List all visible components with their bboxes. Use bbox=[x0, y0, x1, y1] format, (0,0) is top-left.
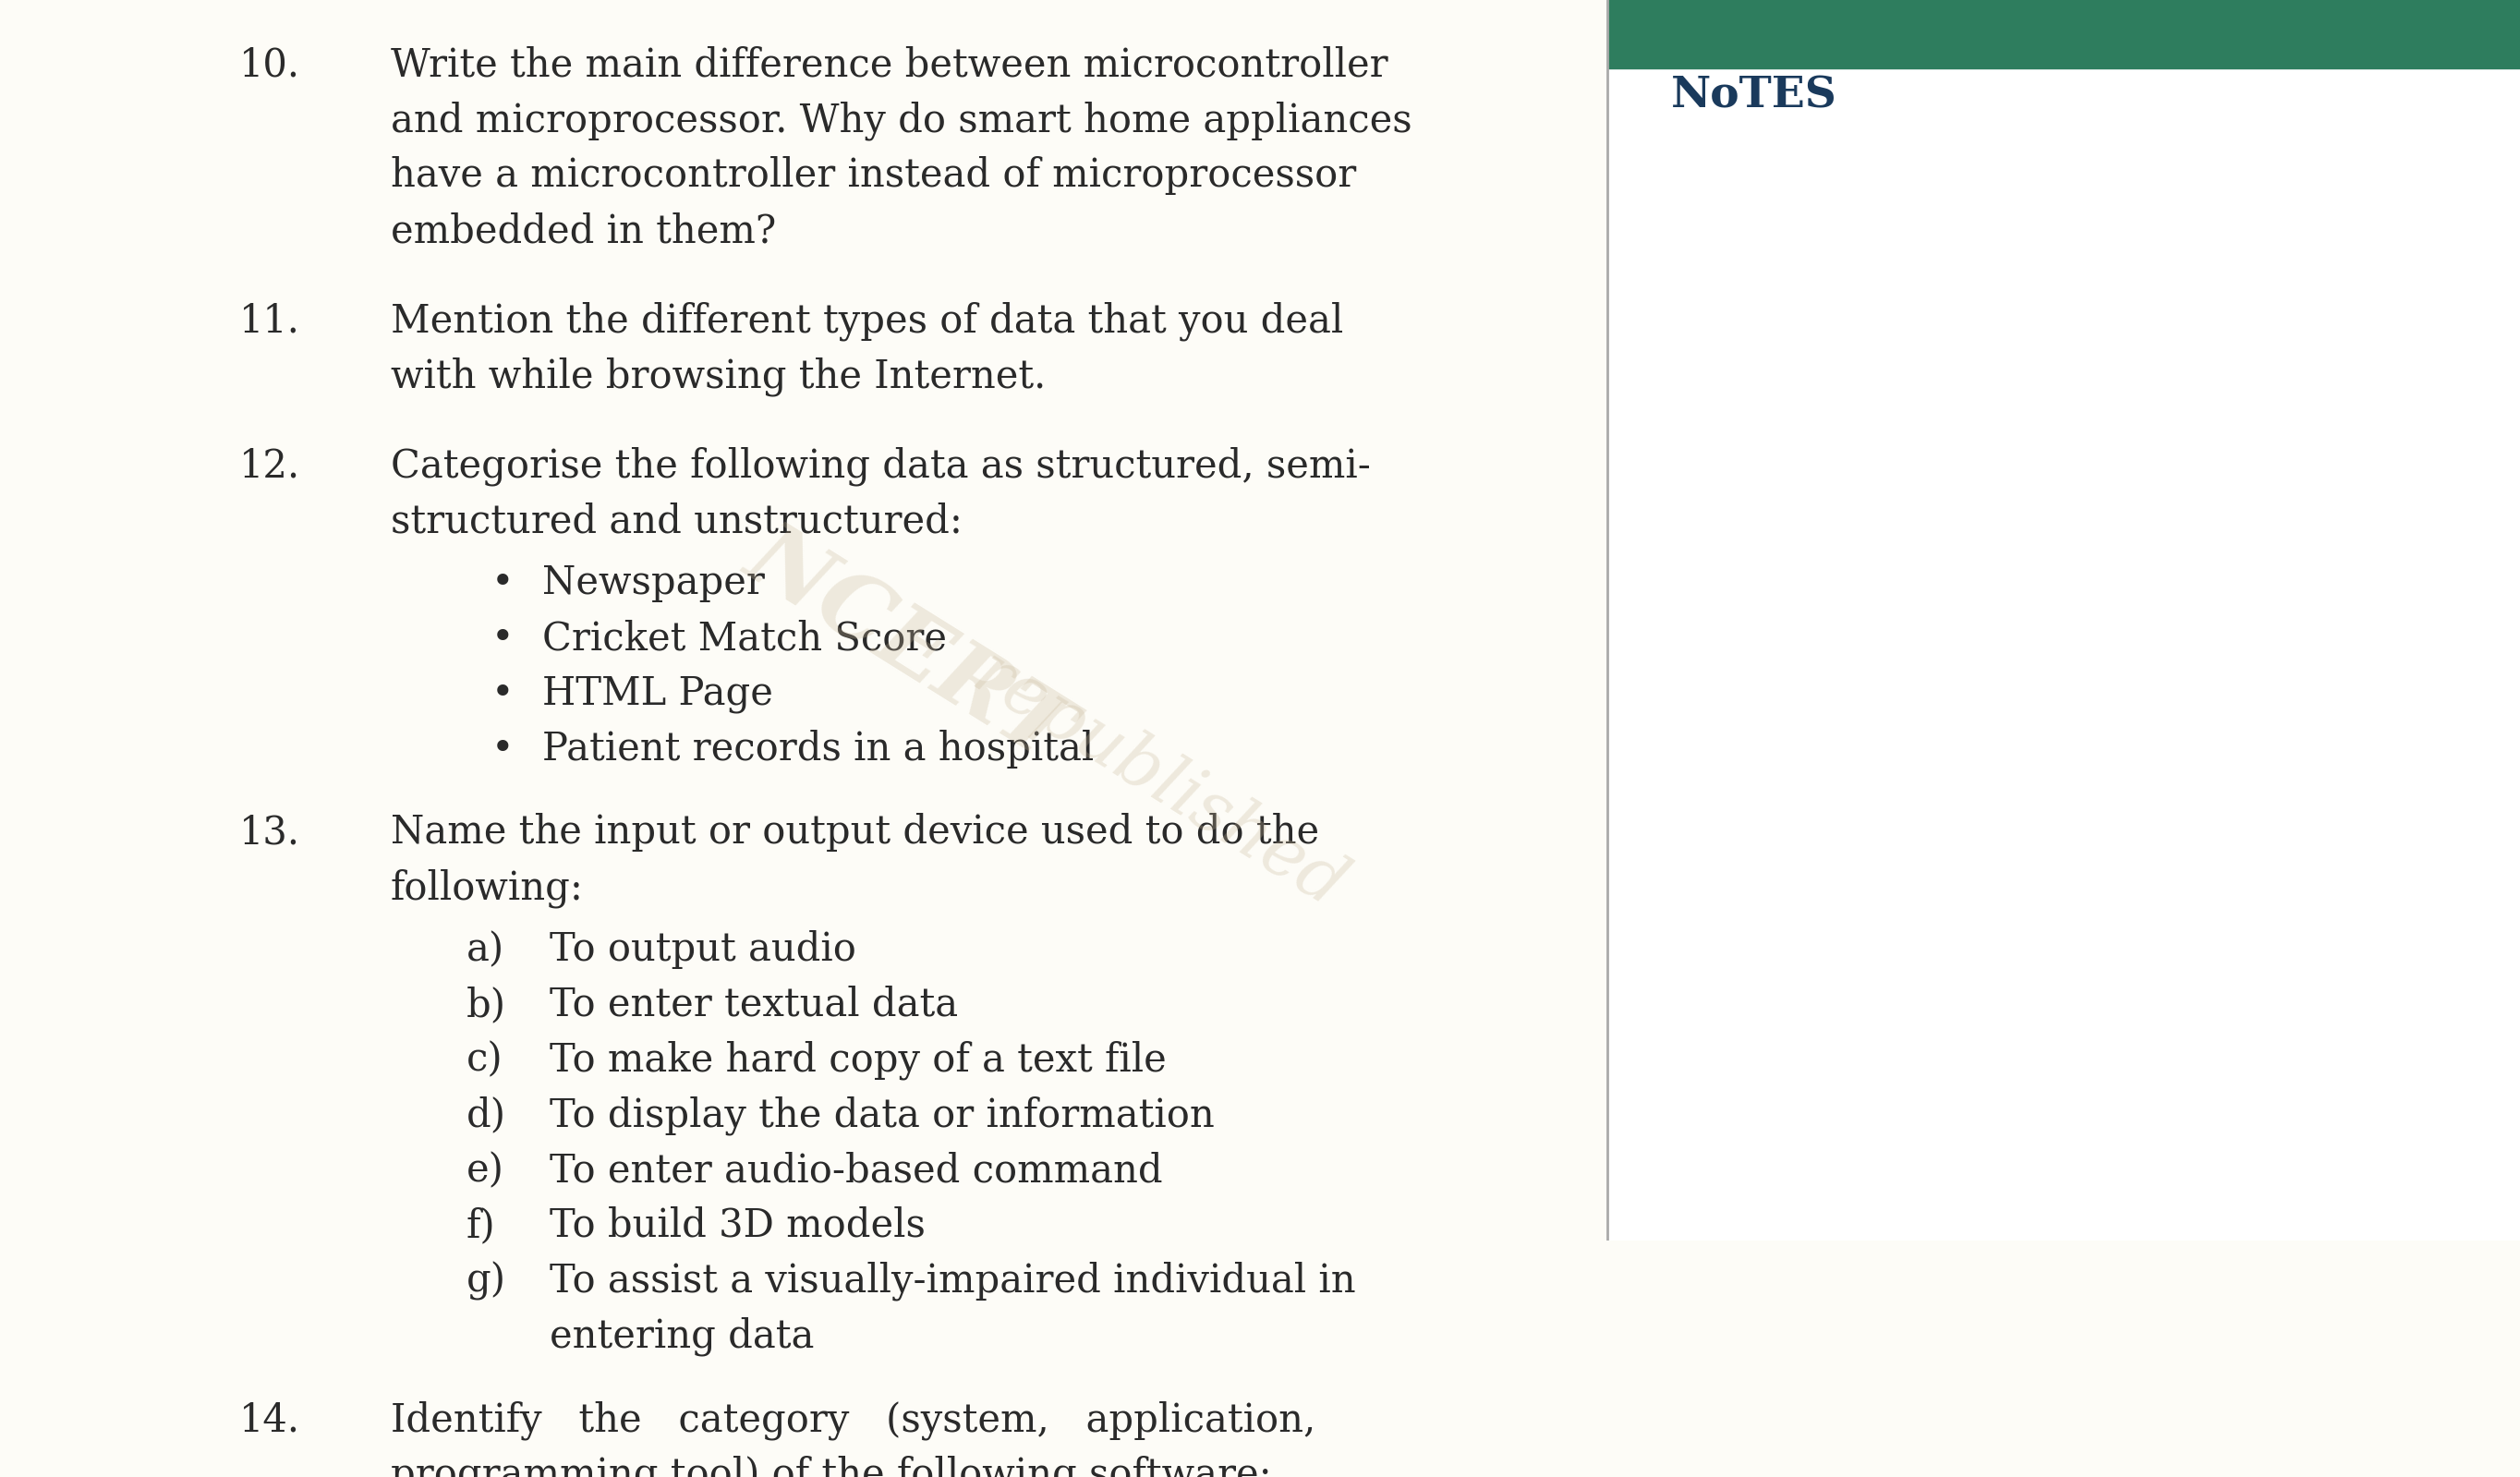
Text: Patient records in a hospital: Patient records in a hospital bbox=[542, 730, 1094, 768]
Text: Cricket Match Score: Cricket Match Score bbox=[542, 619, 948, 657]
Bar bbox=[1608, 0, 2520, 68]
Text: 11.: 11. bbox=[239, 301, 300, 340]
Text: 12.: 12. bbox=[239, 446, 300, 486]
Text: Categorise the following data as structured, semi-: Categorise the following data as structu… bbox=[391, 446, 1371, 486]
Text: To output audio: To output audio bbox=[549, 931, 857, 969]
Text: 13.: 13. bbox=[239, 814, 300, 852]
Text: c): c) bbox=[466, 1041, 504, 1080]
Text: republished: republished bbox=[960, 640, 1358, 923]
Text: To assist a visually-impaired individual in: To assist a visually-impaired individual… bbox=[549, 1261, 1356, 1301]
Text: To enter audio-based command: To enter audio-based command bbox=[549, 1151, 1162, 1190]
Text: 10.: 10. bbox=[239, 46, 300, 84]
Text: Newspaper: Newspaper bbox=[542, 564, 764, 603]
Text: d): d) bbox=[466, 1096, 507, 1134]
Text: •: • bbox=[491, 730, 514, 768]
Text: •: • bbox=[491, 619, 514, 657]
Text: b): b) bbox=[466, 985, 507, 1024]
Text: structured and unstructured:: structured and unstructured: bbox=[391, 502, 963, 541]
Text: Name the input or output device used to do the: Name the input or output device used to … bbox=[391, 814, 1318, 852]
Text: To display the data or information: To display the data or information bbox=[549, 1096, 1215, 1136]
Text: Write the main difference between microcontroller: Write the main difference between microc… bbox=[391, 46, 1389, 84]
Text: with while browsing the Internet.: with while browsing the Internet. bbox=[391, 356, 1046, 396]
Text: embedded in them?: embedded in them? bbox=[391, 211, 776, 250]
Text: HTML Page: HTML Page bbox=[542, 674, 774, 713]
Text: and microprocessor. Why do smart home appliances: and microprocessor. Why do smart home ap… bbox=[391, 100, 1411, 140]
Text: e): e) bbox=[466, 1151, 504, 1190]
Text: Mention the different types of data that you deal: Mention the different types of data that… bbox=[391, 301, 1343, 341]
Text: a): a) bbox=[466, 931, 504, 969]
Text: programming tool) of the following software:: programming tool) of the following softw… bbox=[391, 1456, 1273, 1477]
Text: To build 3D models: To build 3D models bbox=[549, 1207, 925, 1245]
Bar bbox=[0, 0, 1608, 1241]
Text: To make hard copy of a text file: To make hard copy of a text file bbox=[549, 1041, 1167, 1080]
Text: g): g) bbox=[466, 1261, 507, 1301]
Text: NᴏTES: NᴏTES bbox=[1671, 74, 1837, 117]
Text: entering data: entering data bbox=[549, 1316, 814, 1356]
Text: NCERT: NCERT bbox=[731, 513, 1084, 778]
Text: f): f) bbox=[466, 1207, 496, 1245]
Text: 14.: 14. bbox=[239, 1400, 300, 1439]
Text: •: • bbox=[491, 564, 514, 603]
Text: Identify   the   category   (system,   application,: Identify the category (system, applicati… bbox=[391, 1400, 1315, 1440]
Text: following:: following: bbox=[391, 868, 585, 907]
Text: •: • bbox=[491, 674, 514, 713]
Bar bbox=[1608, 0, 2520, 1241]
Text: To enter textual data: To enter textual data bbox=[549, 985, 958, 1024]
Text: have a microcontroller instead of microprocessor: have a microcontroller instead of microp… bbox=[391, 157, 1356, 195]
